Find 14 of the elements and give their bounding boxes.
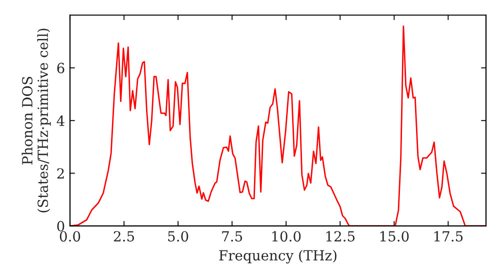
y-tick-label: 4 [56, 116, 64, 126]
x-tick-label: 12.5 [326, 231, 355, 242]
y-tick-label: 6 [57, 62, 64, 74]
y-tick-label: 2 [57, 168, 64, 179]
x-tick-label: 7.5 [222, 231, 242, 242]
x-tick-label: 17.5 [434, 231, 463, 242]
x-tick-label: 10.0 [272, 231, 301, 242]
y-axis-title: Phonon DOS (States/THz·primitive cell) [22, 28, 51, 212]
x-tick-label: 0.0 [60, 231, 80, 242]
y-tick-label: 0 [57, 220, 64, 232]
x-tick-label: 2.5 [114, 231, 134, 242]
x-tick-label: 15.0 [380, 231, 409, 242]
x-tick-label: 5.0 [168, 231, 188, 242]
x-axis-title: Frequency (THz) [219, 250, 336, 264]
